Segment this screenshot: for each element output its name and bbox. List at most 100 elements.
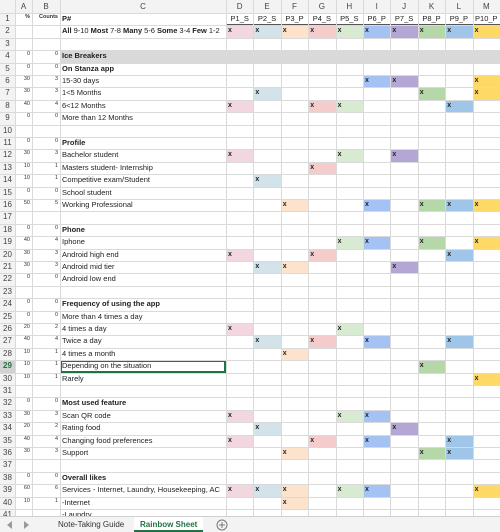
row-number: 37 — [0, 459, 15, 472]
label-cell: Services - Internet, Laundry, Housekeepi… — [62, 485, 220, 495]
label-cell: Android low end — [62, 274, 116, 284]
mark-cell: x — [417, 236, 446, 249]
row-number: 21 — [0, 261, 15, 274]
percent-cell: 40 — [23, 237, 30, 244]
percent-cell: 0 — [26, 187, 30, 194]
percent-cell: 0 — [26, 224, 30, 231]
mark-cell: x — [280, 347, 309, 361]
legend-term: Few — [192, 26, 207, 36]
grid-line — [0, 360, 500, 362]
grid-line — [15, 0, 16, 516]
mark-cell: x — [417, 199, 446, 212]
row-number: 27 — [0, 335, 15, 348]
percent-cell: % — [25, 14, 30, 20]
label-cell: Depending on the situation — [60, 360, 226, 373]
count-cell: 3 — [54, 410, 58, 417]
count-cell: 0 — [54, 311, 58, 318]
label-cell: -Laundry — [62, 510, 92, 519]
mark-cell: x — [472, 75, 500, 88]
label-cell: 4 times a month — [62, 348, 116, 358]
row-number: 30 — [0, 372, 15, 385]
row-number: 23 — [0, 285, 15, 299]
mark-cell: x — [226, 434, 254, 447]
count-cell: 4 — [54, 237, 58, 244]
row-number: 5 — [0, 62, 15, 75]
count-cell: 5 — [54, 200, 58, 206]
count-cell: 1 — [54, 348, 58, 355]
count-cell: 0 — [54, 274, 58, 281]
mark-cell: x — [472, 484, 500, 497]
label-cell: Frequency of using the app — [62, 299, 160, 309]
mark-cell: x — [335, 484, 363, 497]
label-cell: More than 12 Months — [62, 113, 133, 123]
participant-header: P2_S — [253, 13, 281, 26]
grid-line — [0, 323, 500, 324]
row-number: 39 — [0, 484, 15, 497]
grid-line — [417, 0, 419, 516]
count-cell: 6 — [54, 485, 58, 492]
label-cell: 4 times a day — [62, 324, 107, 333]
count-cell: 0 — [54, 51, 58, 58]
grid-line — [308, 0, 310, 516]
count-cell: 0 — [54, 138, 58, 144]
grid-line — [0, 25, 500, 27]
grid-line — [280, 0, 282, 516]
mark-cell: x — [226, 484, 254, 497]
mark-cell: x — [417, 87, 446, 100]
mark-cell: x — [445, 447, 473, 460]
grid-line — [472, 0, 474, 516]
mark-cell: x — [335, 236, 363, 249]
grid-line — [335, 0, 337, 516]
percent-cell: 10 — [23, 348, 30, 355]
participant-header: P5_S — [335, 13, 363, 26]
column-header: G — [308, 0, 336, 13]
mark-cell: x — [335, 149, 363, 162]
label-cell: -Internet — [62, 497, 90, 507]
sheet-tab[interactable]: Rainbow Sheet — [134, 517, 204, 532]
mark-cell: x — [390, 25, 418, 38]
add-sheet-button[interactable] — [216, 519, 228, 531]
percent-cell: 40 — [23, 435, 30, 442]
label-cell: 15-30 days — [62, 76, 100, 85]
mark-cell: x — [280, 496, 309, 509]
label-cell: Most used feature — [62, 398, 127, 408]
percent-cell: 30 — [23, 76, 30, 82]
grid-line — [0, 422, 500, 424]
mark-cell: x — [445, 199, 473, 212]
count-cell: 0 — [54, 63, 58, 70]
percent-cell: 0 — [26, 398, 30, 405]
sheet-tab[interactable]: Note-Taking Guide — [58, 520, 125, 529]
grid-line — [60, 0, 61, 516]
grid-line — [32, 0, 33, 516]
mark-cell: x — [445, 434, 473, 447]
label-cell: Working Professional — [62, 200, 133, 209]
percent-cell: 0 — [26, 63, 30, 70]
column-header: K — [417, 0, 446, 13]
grid-line — [0, 75, 500, 76]
row-number: 24 — [0, 298, 15, 311]
row-number: 8 — [0, 99, 15, 113]
mark-cell: x — [253, 484, 281, 497]
legend-cell: All 9-10 Most 7-8 Many 5-6 Some 3-4 Few 1-2 — [60, 25, 226, 37]
count-cell: 4 — [54, 435, 58, 442]
count-cell: 3 — [54, 262, 58, 268]
row-number: 9 — [0, 112, 15, 125]
tab-nav-arrows[interactable] — [6, 521, 36, 529]
mark-cell: x — [417, 360, 446, 373]
mark-cell: x — [253, 335, 281, 348]
row-number: 33 — [0, 409, 15, 423]
mark-cell: x — [280, 484, 309, 497]
legend-term: All — [62, 26, 72, 36]
mark-cell: x — [390, 422, 418, 435]
mark-cell: x — [253, 261, 281, 274]
grid-line — [0, 285, 500, 287]
column-header: A — [15, 0, 32, 13]
row-number: 13 — [0, 161, 15, 175]
row-number: 31 — [0, 385, 15, 398]
row-number: 12 — [0, 149, 15, 162]
label-cell: Rating food — [62, 423, 101, 433]
mark-cell: x — [335, 25, 363, 38]
percent-cell: 30 — [23, 88, 30, 95]
mark-cell: x — [253, 422, 281, 435]
grid-line — [0, 310, 500, 312]
